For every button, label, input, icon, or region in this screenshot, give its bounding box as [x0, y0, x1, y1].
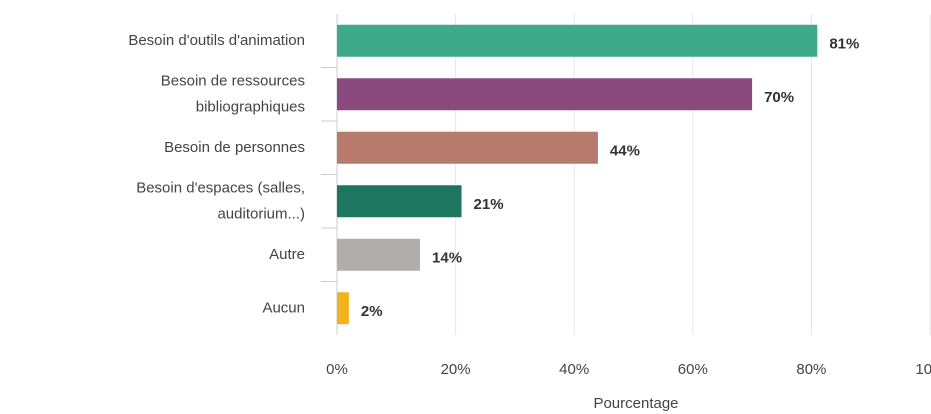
y-tick-label-line: auditorium...)	[217, 205, 305, 222]
bar	[337, 292, 349, 325]
y-tick-label: Besoin de ressources bibliographiques	[161, 72, 305, 115]
y-tick-label-line: Autre	[269, 246, 305, 263]
y-tick-label-line: Aucun	[262, 299, 305, 316]
x-tick-label: 10...	[915, 361, 931, 378]
x-tick-label: 80%	[796, 361, 826, 378]
y-tick-label-line: Besoin d'espaces (salles,	[136, 179, 305, 196]
x-tick-label: 20%	[441, 361, 471, 378]
bar	[337, 24, 818, 57]
value-label: 81%	[829, 36, 859, 53]
x-tick-label: 0%	[326, 361, 348, 378]
y-tick-label-line: bibliographiques	[196, 98, 305, 115]
value-label: 21%	[474, 196, 504, 213]
y-tick-label: Autre	[269, 246, 305, 263]
y-tick-label: Besoin d'outils d'animation	[128, 32, 305, 49]
bar	[337, 78, 753, 111]
x-axis-title: Pourcentage	[593, 395, 678, 412]
value-label: 44%	[610, 143, 640, 160]
x-tick-label: 40%	[559, 361, 589, 378]
y-tick-label: Besoin d'espaces (salles, auditorium...)	[136, 179, 305, 222]
y-tick-label: Aucun	[262, 299, 305, 316]
y-tick-label: Besoin de personnes	[164, 139, 305, 156]
bar	[337, 131, 598, 164]
value-label: 2%	[361, 303, 383, 320]
y-tick-label-line: Besoin de ressources	[161, 72, 305, 89]
x-tick-label: 60%	[678, 361, 708, 378]
bar	[337, 185, 462, 218]
bar	[337, 238, 421, 271]
value-label: 70%	[764, 89, 794, 106]
y-tick-label-line: Besoin d'outils d'animation	[128, 32, 305, 49]
value-label: 14%	[432, 250, 462, 267]
y-tick-label-line: Besoin de personnes	[164, 139, 305, 156]
